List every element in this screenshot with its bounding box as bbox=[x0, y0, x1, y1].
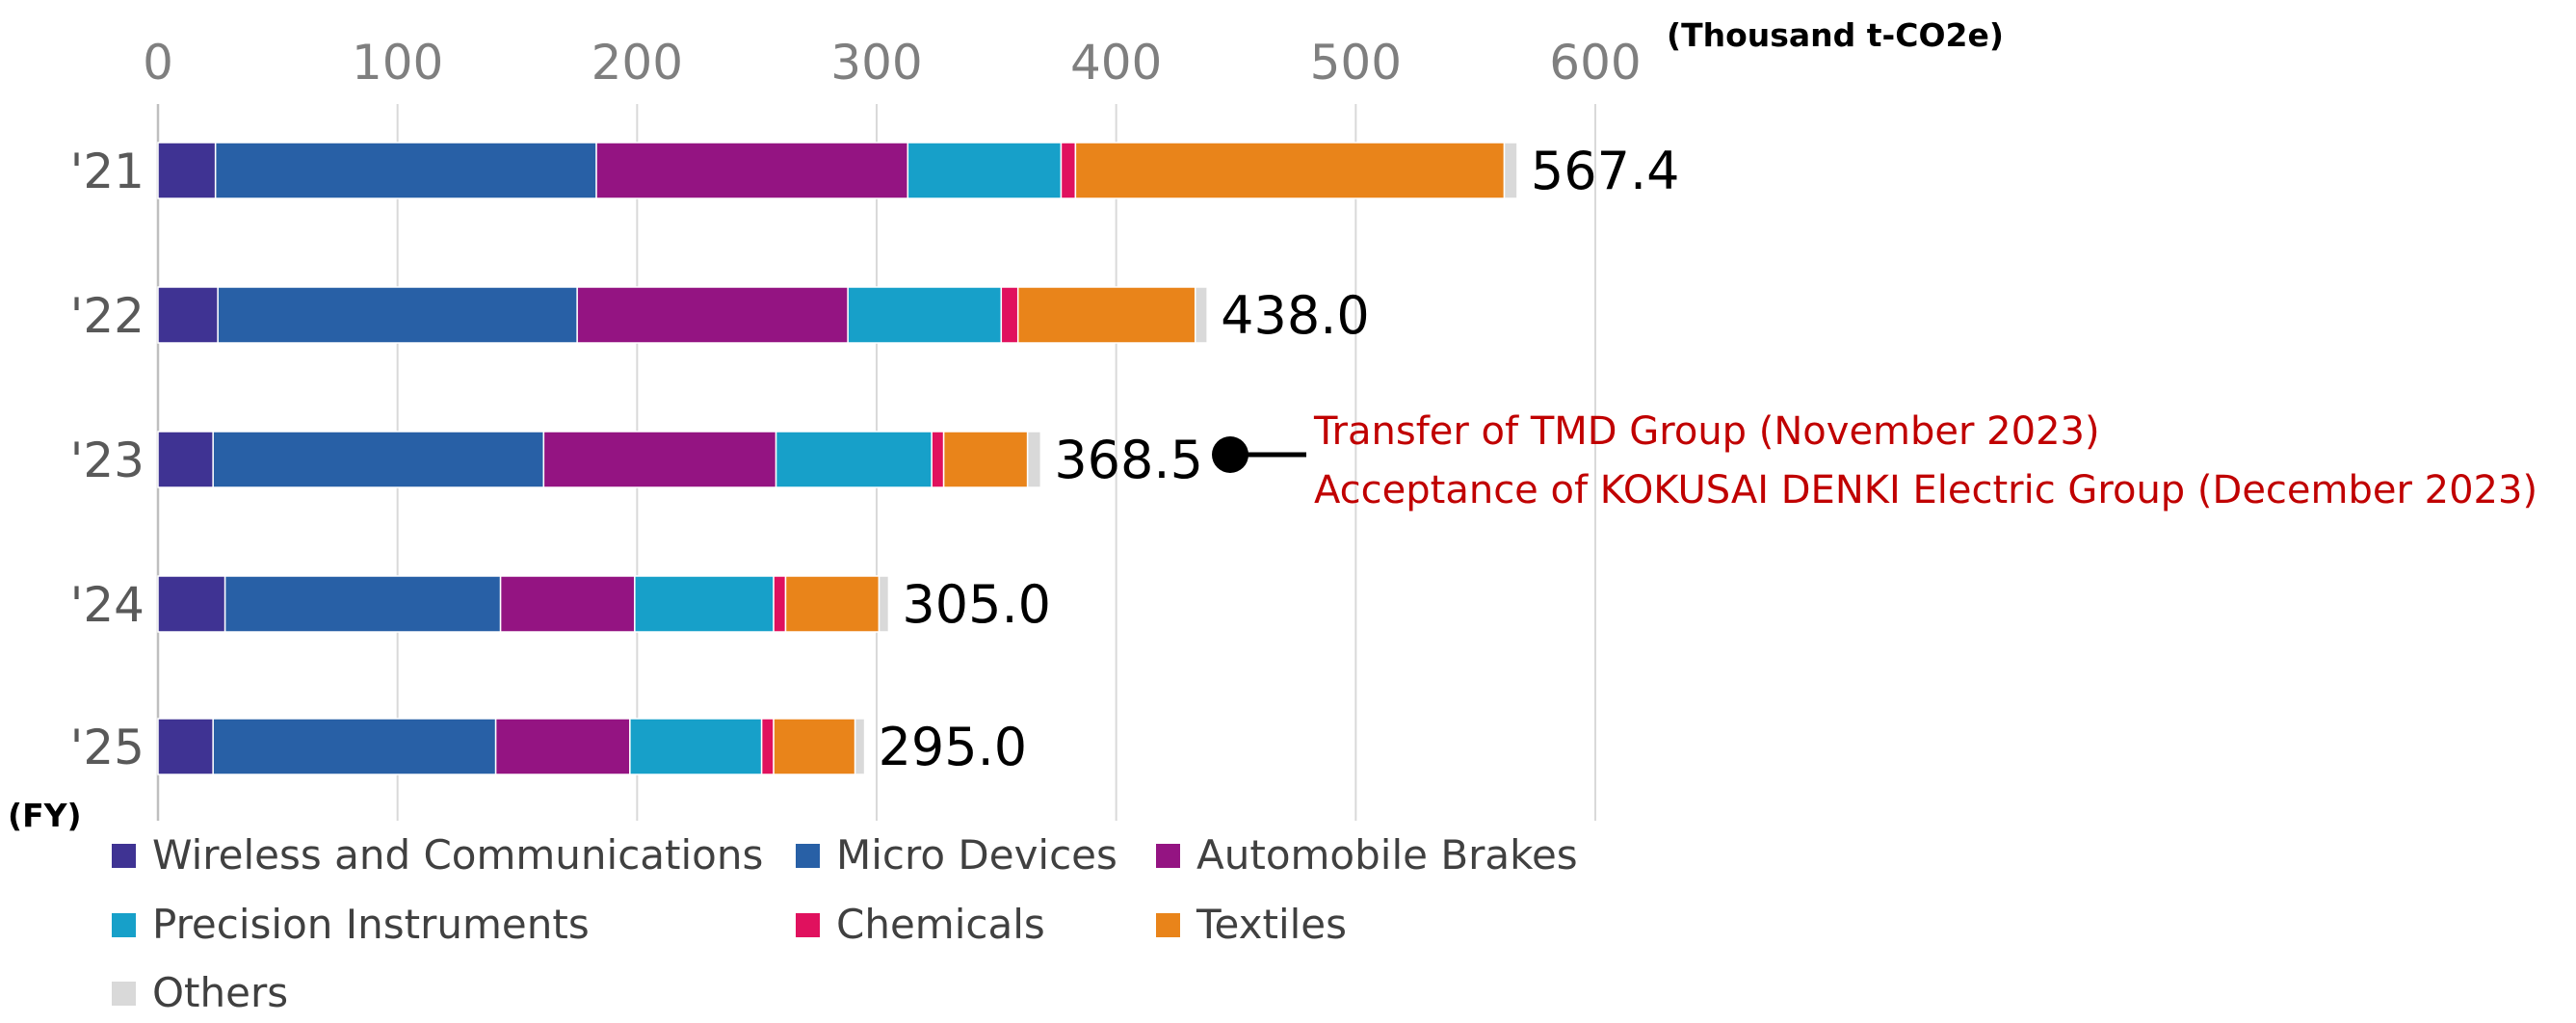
bar-segment-micro-devices bbox=[223, 575, 502, 633]
category-label: '21 bbox=[70, 144, 145, 199]
bar-segment-automobile-brakes bbox=[499, 575, 636, 633]
legend-swatch-others bbox=[112, 982, 136, 1006]
bar-segment-micro-devices bbox=[214, 142, 597, 199]
bar-segment-automobile-brakes bbox=[494, 718, 631, 775]
bar-segment-textiles bbox=[1074, 142, 1506, 199]
bar-segment-precision-instruments bbox=[847, 286, 1003, 344]
bar-segment-wireless-and-communications bbox=[157, 431, 214, 488]
x-tick-label: 200 bbox=[591, 35, 683, 91]
bar-segment-others bbox=[1503, 142, 1518, 199]
bar-segment-automobile-brakes bbox=[595, 142, 909, 199]
annotation-line-2: Acceptance of KOKUSAI DENKI Electric Gro… bbox=[1314, 468, 2537, 512]
legend-label: Textiles bbox=[1196, 901, 1347, 948]
x-tick-label: 600 bbox=[1549, 35, 1641, 91]
category-label: '24 bbox=[70, 577, 145, 633]
bar-segment-micro-devices bbox=[212, 718, 497, 775]
bar-segment-micro-devices bbox=[212, 431, 545, 488]
legend-swatch-precision-instruments bbox=[112, 913, 136, 937]
bar-total-label: 295.0 bbox=[879, 717, 1028, 777]
bar-total-label: 305.0 bbox=[902, 574, 1051, 635]
fy-label: (FY) bbox=[8, 797, 82, 834]
legend-label: Wireless and Communications bbox=[152, 831, 763, 879]
bar-segment-precision-instruments bbox=[629, 718, 763, 775]
bar-segment-chemicals bbox=[760, 718, 775, 775]
legend-label: Automobile Brakes bbox=[1196, 831, 1578, 879]
bar-segment-automobile-brakes bbox=[576, 286, 849, 344]
annotation-line-1: Transfer of TMD Group (November 2023) bbox=[1313, 409, 2100, 454]
bar-segment-micro-devices bbox=[217, 286, 578, 344]
bar-segment-precision-instruments bbox=[907, 142, 1063, 199]
category-label: '22 bbox=[70, 288, 145, 344]
legend-label: Chemicals bbox=[836, 901, 1045, 948]
legend-label: Micro Devices bbox=[836, 831, 1117, 879]
bar-segment-wireless-and-communications bbox=[157, 575, 226, 633]
legend-label: Precision Instruments bbox=[152, 901, 590, 948]
legend-swatch-wireless-and-communications bbox=[112, 844, 136, 868]
legend-swatch-chemicals bbox=[796, 913, 820, 937]
legend-label: Others bbox=[152, 969, 288, 1016]
bar-segment-textiles bbox=[942, 431, 1029, 488]
bar-segment-chemicals bbox=[931, 431, 945, 488]
unit-label: (Thousand t-CO2e) bbox=[1667, 16, 2004, 54]
bar-segment-automobile-brakes bbox=[542, 431, 777, 488]
bar-segment-others bbox=[1194, 286, 1208, 344]
legend-swatch-automobile-brakes bbox=[1156, 844, 1180, 868]
bar-segment-wireless-and-communications bbox=[157, 286, 219, 344]
bar-segment-chemicals bbox=[1060, 142, 1077, 199]
x-tick-label: 500 bbox=[1310, 35, 1402, 91]
bar-segment-textiles bbox=[1016, 286, 1196, 344]
bar-total-label: 438.0 bbox=[1221, 285, 1370, 346]
x-tick-label: 100 bbox=[352, 35, 443, 91]
bar-segment-others bbox=[878, 575, 890, 633]
bar-segment-others bbox=[1026, 431, 1042, 488]
x-tick-label: 0 bbox=[143, 35, 173, 91]
bar-segment-chemicals bbox=[1000, 286, 1019, 344]
legend-swatch-textiles bbox=[1156, 913, 1180, 937]
bar-segment-others bbox=[854, 718, 866, 775]
category-label: '23 bbox=[70, 433, 145, 488]
x-tick-label: 300 bbox=[830, 35, 922, 91]
bar-segment-textiles bbox=[773, 718, 856, 775]
bar-segment-textiles bbox=[784, 575, 881, 633]
bar-segment-wireless-and-communications bbox=[157, 718, 214, 775]
x-tick-label: 400 bbox=[1070, 35, 1162, 91]
bar-total-label: 567.4 bbox=[1531, 141, 1680, 201]
bar-segment-precision-instruments bbox=[634, 575, 775, 633]
bar-segment-precision-instruments bbox=[775, 431, 933, 488]
bar-segment-wireless-and-communications bbox=[157, 142, 217, 199]
bar-total-label: 368.5 bbox=[1054, 430, 1203, 490]
legend-swatch-micro-devices bbox=[796, 844, 820, 868]
category-label: '25 bbox=[70, 720, 145, 775]
bar-segment-chemicals bbox=[773, 575, 787, 633]
